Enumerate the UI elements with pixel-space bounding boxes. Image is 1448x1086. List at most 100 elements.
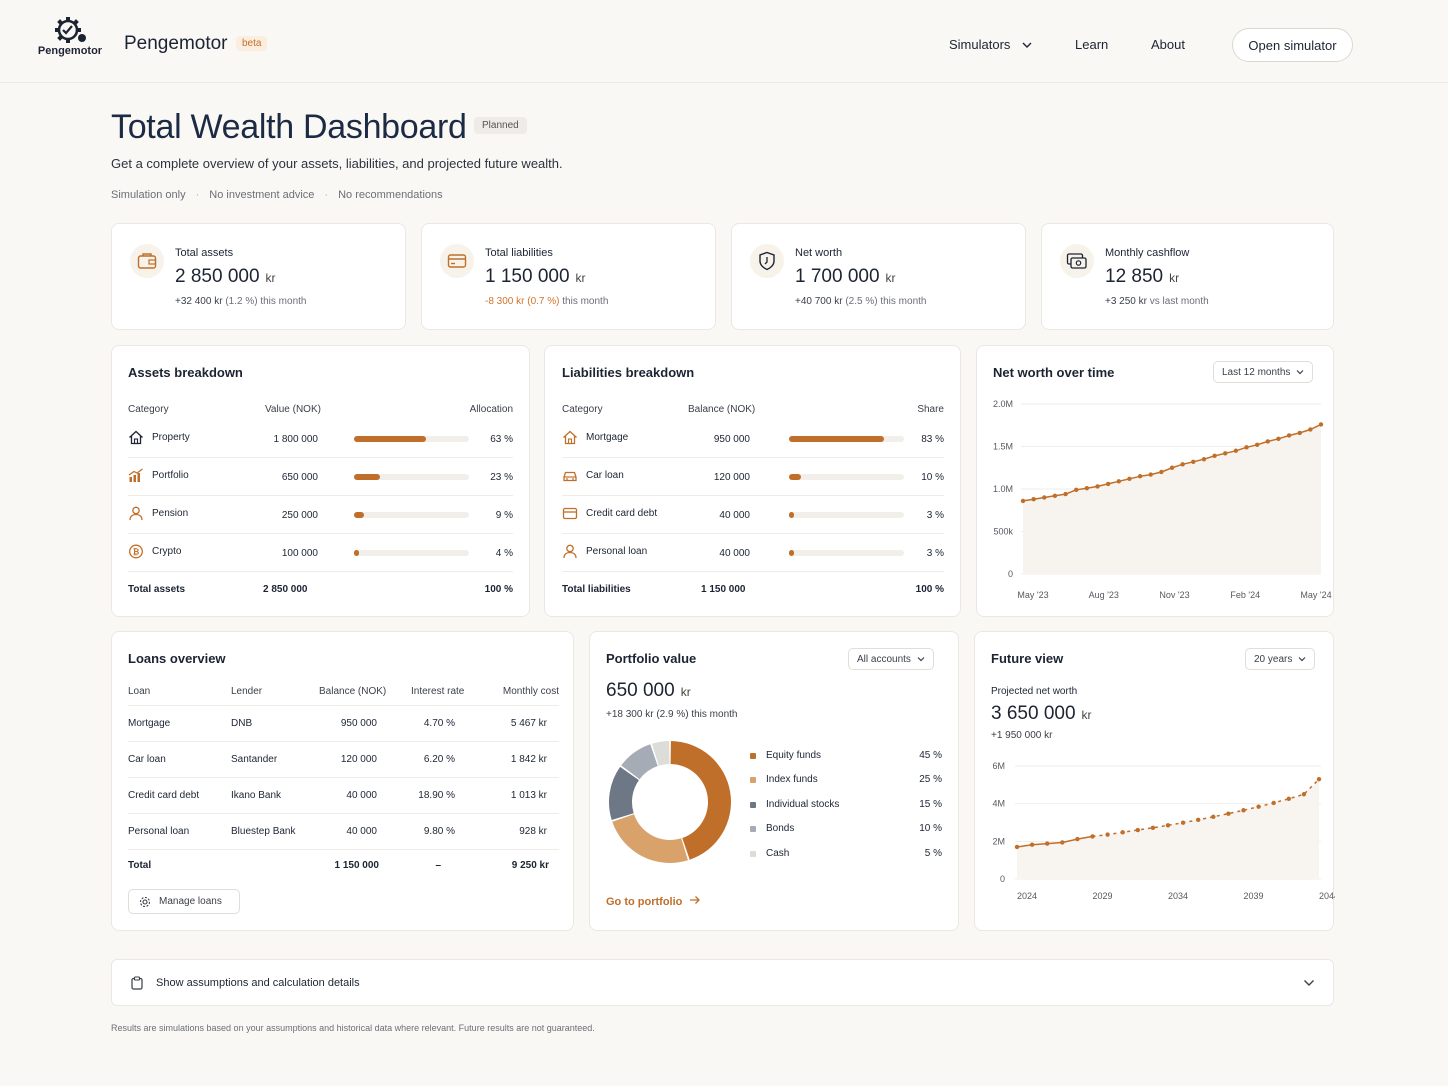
- card-title: Net worth over time: [993, 365, 1115, 380]
- legend-item: Bonds 10 %: [750, 823, 942, 847]
- brand-name[interactable]: Pengemotor: [124, 33, 228, 54]
- kpi-change-amount: +32 400 kr: [175, 296, 223, 307]
- table-row[interactable]: Car loan 120 000 10 %: [562, 458, 944, 496]
- col-category: Category: [562, 404, 603, 415]
- nav-learn[interactable]: Learn: [1075, 37, 1109, 52]
- col-share: Share: [917, 404, 944, 415]
- status-badge: Planned: [474, 117, 527, 134]
- legend-label: Individual stocks: [766, 798, 840, 810]
- table-row[interactable]: Credit card debt Ikano Bank 40 000 18.90…: [128, 778, 559, 814]
- portfolio-change-suffix: this month: [691, 709, 738, 720]
- kpi-amount: 1 150 000: [485, 266, 570, 287]
- col-interest: Interest rate: [411, 686, 465, 697]
- data-point: [1020, 498, 1026, 504]
- footer-disclaimer: Results are simulations based on your as…: [111, 1023, 595, 1033]
- loan-monthly-cost: 1 013 kr: [510, 790, 547, 801]
- nav-simulators-label: Simulators: [949, 37, 1011, 52]
- table-row[interactable]: Mortgage 950 000 83 %: [562, 420, 944, 458]
- data-point: [1241, 808, 1246, 813]
- loan-monthly-cost: 928 kr: [519, 826, 547, 837]
- kpi-unit: kr: [265, 271, 276, 285]
- loan-interest: 4.70 %: [423, 718, 455, 729]
- data-point: [1165, 823, 1171, 828]
- data-point: [1075, 836, 1080, 842]
- nav-simulators[interactable]: Simulators: [949, 37, 1032, 52]
- legend-item: Equity funds 45 %: [750, 750, 942, 774]
- row-value: 650 000: [281, 472, 318, 483]
- data-point: [1169, 465, 1175, 470]
- kpi-change-suffix: this month: [562, 296, 609, 307]
- range-select[interactable]: Last 12 months: [1213, 361, 1314, 383]
- legend-swatch: [750, 753, 756, 759]
- projection-label: Projected net worth: [991, 686, 1078, 697]
- loan-name: Personal loan: [128, 826, 190, 837]
- table-row[interactable]: Property 1 800 000 63 %: [128, 420, 513, 458]
- loan-interest: 6.20 %: [423, 754, 455, 765]
- col-allocation: Allocation: [469, 404, 513, 415]
- horizon-select[interactable]: 20 years: [1245, 648, 1316, 670]
- data-point: [1201, 457, 1207, 462]
- portfolio-amount: 650 000: [606, 680, 675, 701]
- table-row[interactable]: Personal loan 40 000 3 %: [562, 534, 944, 572]
- go-to-portfolio-link[interactable]: Go to portfolio: [606, 895, 701, 908]
- area-fill: [1017, 779, 1319, 879]
- table-row[interactable]: ₿ Crypto 100 000 4 %: [128, 534, 513, 572]
- legend-value: 45 %: [919, 750, 942, 761]
- loan-lender: Bluestep Bank: [231, 826, 296, 837]
- loan-lender: Santander: [231, 754, 278, 765]
- open-simulator-button[interactable]: Open simulator: [1232, 28, 1353, 62]
- bar-chart-icon: [128, 468, 143, 482]
- data-point: [1233, 448, 1239, 453]
- home-icon: [129, 430, 143, 445]
- assumptions-accordion[interactable]: Show assumptions and calculation details: [111, 959, 1334, 1006]
- allocation-bar: [354, 474, 469, 480]
- kpi-unit: kr: [575, 271, 586, 285]
- kpi-amount: 12 850: [1105, 266, 1164, 287]
- row-name: Credit card debt: [586, 508, 658, 519]
- data-point: [1029, 842, 1035, 847]
- disclaimer-recommendations: No recommendations: [338, 189, 443, 201]
- card-title: Portfolio value: [606, 651, 697, 666]
- table-header: Category Balance (NOK) Share: [562, 404, 944, 420]
- table-row[interactable]: Car loan Santander 120 000 6.20 % 1 842 …: [128, 742, 559, 778]
- y-tick-label: 2.0M: [993, 399, 1013, 409]
- chevron-down-icon: [1296, 370, 1304, 375]
- kpi-net-worth: Net worth 1 700 000 kr +40 700 kr (2.5 %)…: [731, 223, 1026, 330]
- logo[interactable]: Pengemotor: [36, 16, 104, 57]
- allocation-bar: [354, 512, 469, 518]
- legend-swatch: [750, 850, 756, 857]
- liabilities-breakdown-card: Liabilities breakdown Category Balance (…: [544, 345, 961, 617]
- row-name: Pension: [152, 508, 189, 519]
- data-point: [1042, 495, 1047, 500]
- net-worth-chart-card: Net worth over time Last 12 months 2.0M 1…: [976, 345, 1334, 617]
- table-row[interactable]: Pension 250 000 9 %: [128, 496, 513, 534]
- row-percent: 23 %: [490, 472, 513, 483]
- table-row[interactable]: Personal loan Bluestep Bank 40 000 9.80 …: [128, 814, 559, 850]
- home-icon: [563, 430, 577, 445]
- assumptions-label: Show assumptions and calculation details: [156, 977, 360, 989]
- manage-loans-button[interactable]: Manage loans: [128, 889, 240, 914]
- total-balance: 1 150 000: [334, 860, 380, 871]
- row-percent: 3 %: [926, 510, 944, 521]
- person-icon: [563, 544, 577, 559]
- kpi-value: 1 150 000 kr: [485, 266, 586, 288]
- table-row[interactable]: Mortgage DNB 950 000 4.70 % 5 467 kr: [128, 706, 559, 742]
- assets-table: Category Value (NOK) Allocation Property…: [128, 404, 513, 606]
- projected-value: 3 650 000 kr: [991, 703, 1092, 725]
- table-total-row: Total assets 2 850 000 100 %: [128, 572, 513, 606]
- projected-amount: 3 650 000: [991, 703, 1076, 724]
- wallet-icon: [130, 244, 164, 278]
- accounts-select[interactable]: All accounts: [848, 648, 934, 670]
- table-row[interactable]: Portfolio 650 000 23 %: [128, 458, 513, 496]
- row-value: 100 000: [281, 548, 318, 559]
- total-percent: 100 %: [915, 584, 944, 595]
- allocation-bar: [354, 550, 469, 556]
- legend-label: Equity funds: [766, 750, 822, 761]
- legend-value: 10 %: [919, 823, 942, 835]
- loans-table: Loan Lender Balance (NOK) Interest rate …: [128, 686, 559, 880]
- share-bar: [789, 512, 904, 518]
- kpi-change-suffix: vs last month: [1149, 296, 1209, 307]
- nav-about[interactable]: About: [1151, 37, 1185, 52]
- x-tick-label: Feb '24: [1230, 590, 1260, 600]
- table-row[interactable]: Credit card debt 40 000 3 %: [562, 496, 944, 534]
